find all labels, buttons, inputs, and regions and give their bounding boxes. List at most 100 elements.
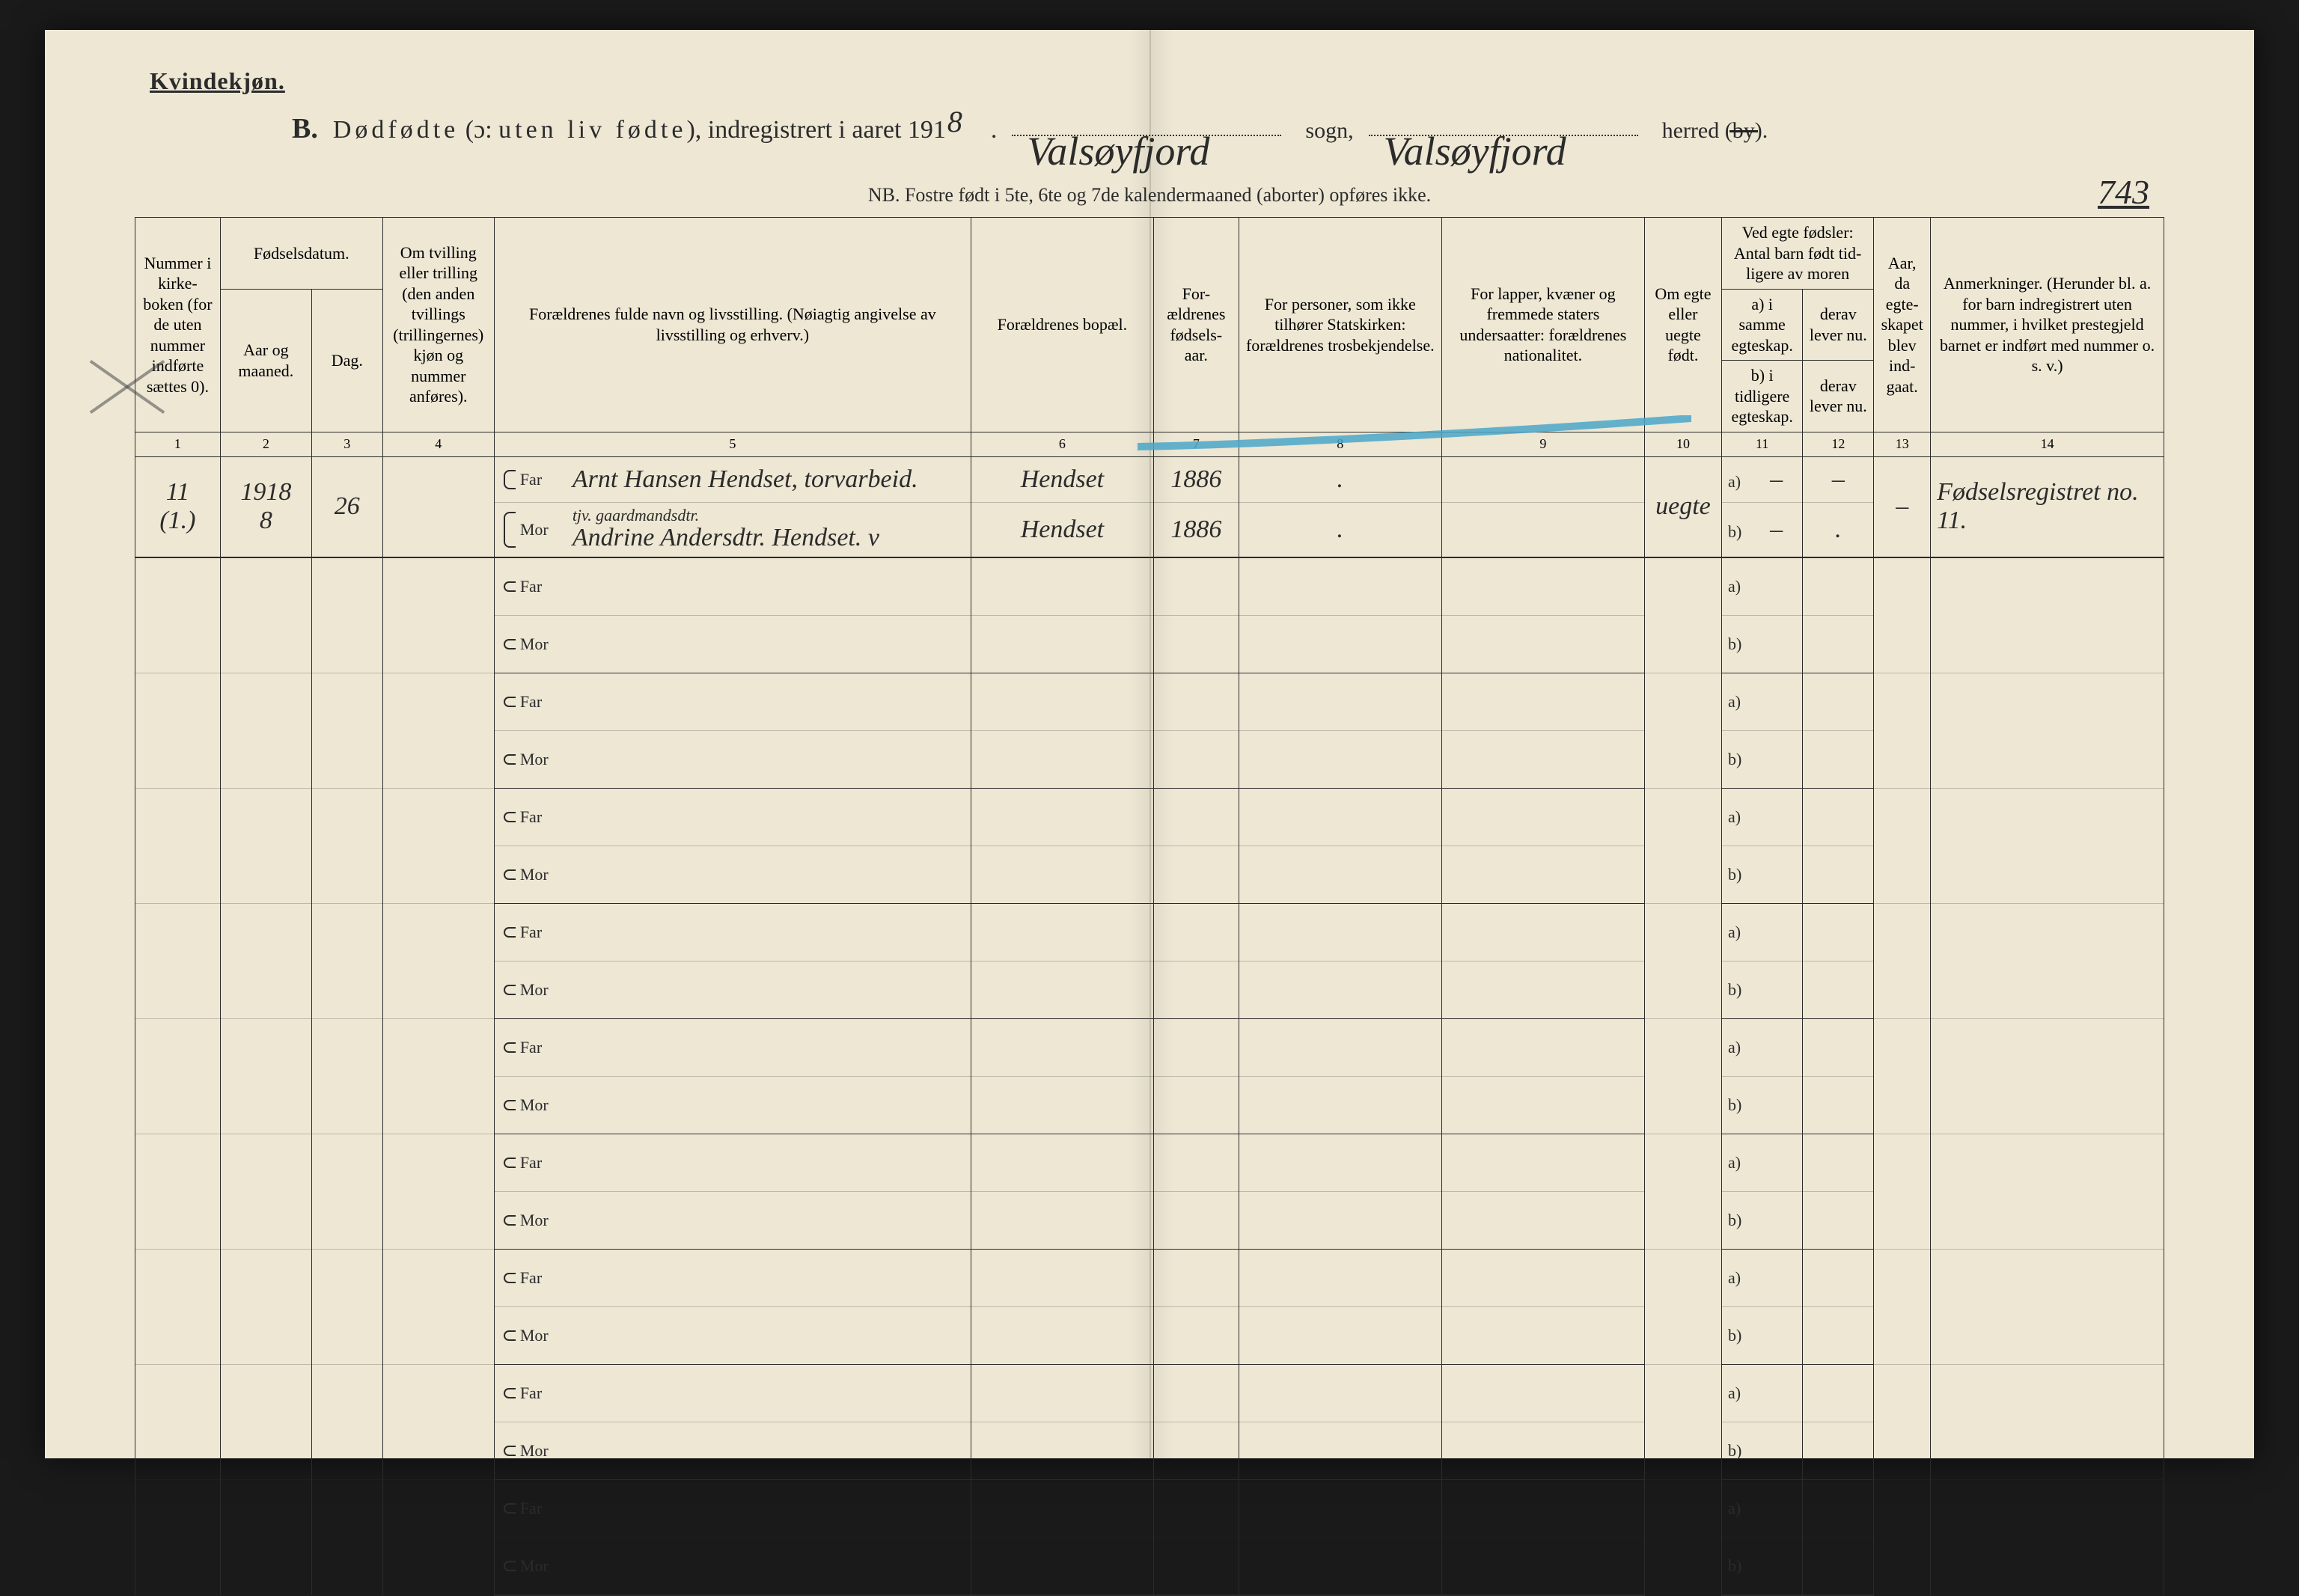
section-letter: B. (292, 112, 318, 145)
colnum-8: 8 (1239, 432, 1441, 456)
cell-c1 (135, 1364, 221, 1479)
cell-c6-mor (971, 961, 1153, 1018)
cell-c11-far: a) (1721, 1249, 1802, 1306)
cell-c12-mor (1803, 1076, 1874, 1134)
cell-c14 (1931, 1479, 2164, 1595)
role-far: Far (520, 807, 559, 827)
mor-name (573, 636, 965, 652)
cell-c5-mor: Mor (494, 961, 971, 1018)
cell-c4 (382, 1249, 494, 1364)
cell-c5-far: Far (494, 1249, 971, 1306)
cell-c8-mor (1239, 1191, 1441, 1249)
cell-c11-far: a) (1721, 903, 1802, 961)
cell-c9-far (1441, 1364, 1644, 1422)
cell-c4 (382, 673, 494, 788)
col-head-6: Forældrenes bopæl. (971, 218, 1153, 432)
c11-a-val: – (1756, 465, 1796, 494)
cell-c9-mor (1441, 1306, 1644, 1364)
cell-c5-far: Far (494, 673, 971, 730)
far-name (573, 1385, 965, 1401)
title-row: B. Dødfødte (ɔ: uten liv fødte), indregi… (135, 112, 2164, 180)
cell-c13 (1874, 1249, 1931, 1364)
cell-c11-mor: b) (1721, 730, 1802, 788)
cell-c13 (1874, 788, 1931, 903)
cell-c5-far: Far (494, 1364, 971, 1422)
c11-b-label: b) (1728, 1441, 1749, 1461)
c11-b-label: b) (1728, 1326, 1749, 1345)
c11-a-label: a) (1728, 1268, 1749, 1288)
year-last-digit: 8 (947, 104, 962, 139)
cell-c2 (220, 903, 311, 1018)
cell-c10 (1644, 788, 1721, 903)
cell-c14 (1931, 903, 2164, 1018)
cell-c3 (311, 1018, 382, 1134)
colnum-2: 2 (220, 432, 311, 456)
col-head-4: Om tvilling eller trilling (den anden tv… (382, 218, 494, 432)
far-name (573, 1270, 965, 1286)
cell-c4 (382, 1364, 494, 1479)
cell-c10 (1644, 1364, 1721, 1479)
cell-c12-mor (1803, 1422, 1874, 1479)
cell-c1 (135, 673, 221, 788)
cell-c14: Fødselsregistret no. 11. (1931, 456, 2164, 557)
cell-c13: – (1874, 456, 1931, 557)
cell-c8-mor (1239, 1422, 1441, 1479)
col-head-2-3-top: Fødselsdatum. (220, 218, 382, 290)
cell-c11-far: a) (1721, 1134, 1802, 1191)
mor-name (573, 1558, 965, 1574)
cell-c2 (220, 557, 311, 673)
cell-c12-far (1803, 673, 1874, 730)
cell-c4 (382, 903, 494, 1018)
c11-a-label: a) (1728, 472, 1749, 492)
cell-c11-mor: b) – (1721, 502, 1802, 557)
col-head-1: Nummer i kirke- boken (for de uten numme… (135, 218, 221, 432)
cell-c6-far (971, 1134, 1153, 1191)
herred-value: Valsøyfjord (1384, 128, 1566, 174)
cell-c9-mor (1441, 502, 1644, 557)
cell-c5-far: Far (494, 557, 971, 616)
colnum-14: 14 (1931, 432, 2164, 456)
role-far: Far (520, 1383, 559, 1403)
cell-c4 (382, 788, 494, 903)
cell-c9-mor (1441, 1191, 1644, 1249)
colnum-12: 12 (1803, 432, 1874, 456)
cell-c6-far: Hendset (971, 456, 1153, 502)
mor-name (573, 982, 965, 998)
cell-c9-mor (1441, 846, 1644, 903)
mor-name (573, 1097, 965, 1113)
herred-prefix: herred ( (1662, 118, 1732, 143)
cell-c2 (220, 788, 311, 903)
cell-c6-mor (971, 1076, 1153, 1134)
cell-c6-far (971, 1364, 1153, 1422)
center-fold (1150, 30, 1151, 1458)
cell-c9-far (1441, 1249, 1644, 1306)
cell-c12-mor: . (1803, 502, 1874, 557)
cell-c12-far: – (1803, 456, 1874, 502)
mor-name (573, 866, 965, 883)
cell-c8-mor (1239, 1076, 1441, 1134)
cell-c3 (311, 557, 382, 673)
c11-a-label: a) (1728, 1383, 1749, 1403)
cell-c8-far (1239, 557, 1441, 616)
role-mor: Mor (520, 1211, 559, 1230)
mor-name (573, 1443, 965, 1459)
colnum-1: 1 (135, 432, 221, 456)
col-head-14: Anmerkninger. (Herunder bl. a. for barn … (1931, 218, 2164, 432)
gender-label: Kvindekjøn. (150, 67, 285, 95)
herred-by-struck: by (1732, 118, 1755, 143)
cell-c6-mor (971, 1537, 1153, 1595)
c11-a-label: a) (1728, 1499, 1749, 1518)
cell-c10 (1644, 1249, 1721, 1364)
mor-name (573, 1327, 965, 1344)
title-main: Dødfødte (ɔ: uten liv fødte), indregistr… (333, 116, 998, 144)
cell-c13 (1874, 903, 1931, 1018)
c11-a-label: a) (1728, 923, 1749, 942)
cell-c10 (1644, 673, 1721, 788)
role-mor: Mor (520, 1326, 559, 1345)
herred-slot: Valsøyfjord (1369, 132, 1638, 177)
cell-c9-far (1441, 1134, 1644, 1191)
cell-c9-far (1441, 557, 1644, 616)
colnum-6: 6 (971, 432, 1153, 456)
cell-c11-far: a) – (1721, 456, 1802, 502)
cell-c13 (1874, 1479, 1931, 1595)
